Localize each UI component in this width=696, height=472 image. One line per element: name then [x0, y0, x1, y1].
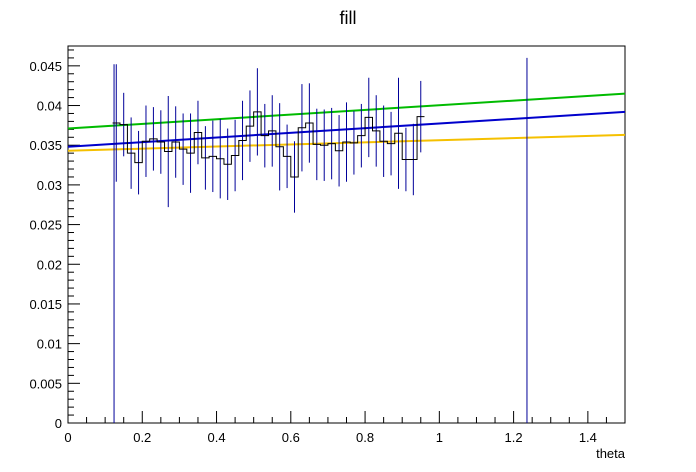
y-tick-label: 0.035 [29, 138, 62, 153]
x-axis: 0 0.2 0.4 0.6 0.8 1 1.2 1.4 [64, 411, 626, 445]
y-axis: 0 0.005 0.01 0.015 0.02 0.025 0.03 0.035 0.04 0.0… [29, 49, 80, 431]
x-tick-label: 1.2 [505, 430, 523, 445]
x-tick-label: 1 [436, 430, 443, 445]
y-tick-label: 0.005 [29, 376, 62, 391]
y-tick-label: 0 [55, 416, 62, 431]
x-axis-title: theta [596, 446, 626, 461]
histogram [112, 111, 425, 178]
x-tick-label: 0.2 [133, 430, 151, 445]
chart-title: fill [340, 8, 357, 28]
histogram-outline [112, 111, 425, 178]
y-tick-label: 0.045 [29, 59, 62, 74]
x-tick-label: 0.6 [282, 430, 300, 445]
y-tick-label: 0.025 [29, 218, 62, 233]
y-tick-label: 0.04 [37, 99, 62, 114]
y-tick-label: 0.03 [37, 178, 62, 193]
y-tick-label: 0.015 [29, 297, 62, 312]
x-tick-label: 0.4 [207, 430, 225, 445]
x-tick-label: 0.8 [356, 430, 374, 445]
x-tick-label: 0 [64, 430, 71, 445]
x-tick-label: 1.4 [579, 430, 597, 445]
y-tick-label: 0.01 [37, 337, 62, 352]
y-tick-label: 0.02 [37, 257, 62, 272]
